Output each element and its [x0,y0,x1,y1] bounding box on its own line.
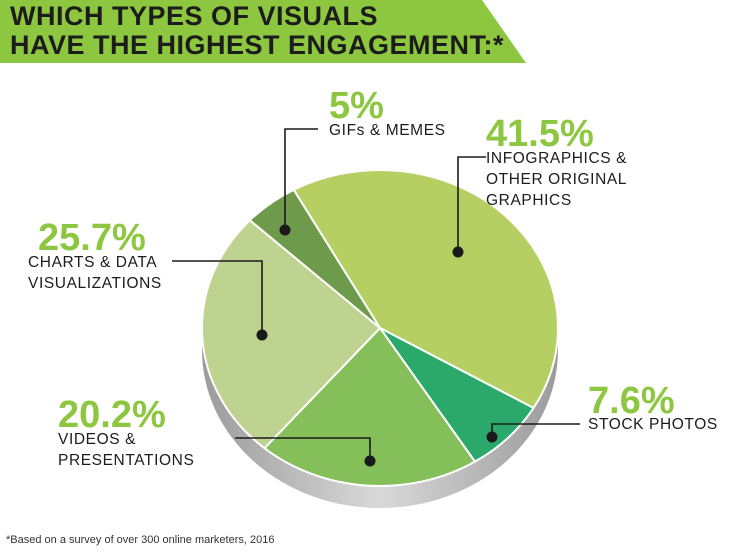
category-label-videos: VIDEOS & PRESENTATIONS [58,429,194,471]
percent-label-videos: 20.2% [58,394,166,436]
pie-slice-videos [263,327,476,487]
percent-label-stock-photos: 7.6% [588,380,675,422]
category-label-charts: CHARTS & DATA VISUALIZATIONS [28,252,162,294]
category-label-line: CHARTS & DATA [28,254,158,271]
leader-dot-stock-photos [486,431,498,443]
percent-label-charts: 25.7% [38,217,146,259]
category-label-gifs: GIFs & MEMES [329,120,446,141]
percent-label-gifs: 5% [329,85,384,127]
title-banner-shape [0,0,526,63]
leader-dot-charts [256,329,268,341]
category-label-line: VIDEOS & [58,431,137,448]
percent-label-infographics: 41.5% [486,113,594,155]
leader-line-charts [172,260,263,335]
category-label-line: PRESENTATIONS [58,452,195,469]
category-label-stock-photos: STOCK PHOTOS [588,414,718,435]
chart-title-line-1: WHICH TYPES OF VISUALS [10,1,379,31]
leader-dot-gifs [279,224,291,236]
leader-line-infographics [457,156,486,252]
chart-title-line-2: HAVE THE HIGHEST ENGAGEMENT:* [10,30,505,60]
pie-slice-gifs [248,188,381,329]
leader-line-gifs [284,128,318,230]
leader-dot-infographics [452,246,464,258]
leader-line-videos [235,437,371,461]
title-banner [0,0,526,63]
category-label-infographics: INFOGRAPHICS & OTHER ORIGINAL GRAPHICS [486,148,627,211]
category-label-line: VISUALIZATIONS [28,275,162,292]
pie-slice-infographics [292,169,559,409]
category-label-line: GIFs & MEMES [329,122,446,139]
category-label-line: INFOGRAPHICS & [486,150,628,167]
category-label-line: OTHER ORIGINAL [486,171,628,188]
leader-dot-videos [364,455,376,467]
category-label-line: GRAPHICS [486,192,572,209]
category-label-line: STOCK PHOTOS [588,416,718,433]
pie-slice-charts [201,219,381,450]
footnote: *Based on a survey of over 300 online ma… [6,534,275,546]
